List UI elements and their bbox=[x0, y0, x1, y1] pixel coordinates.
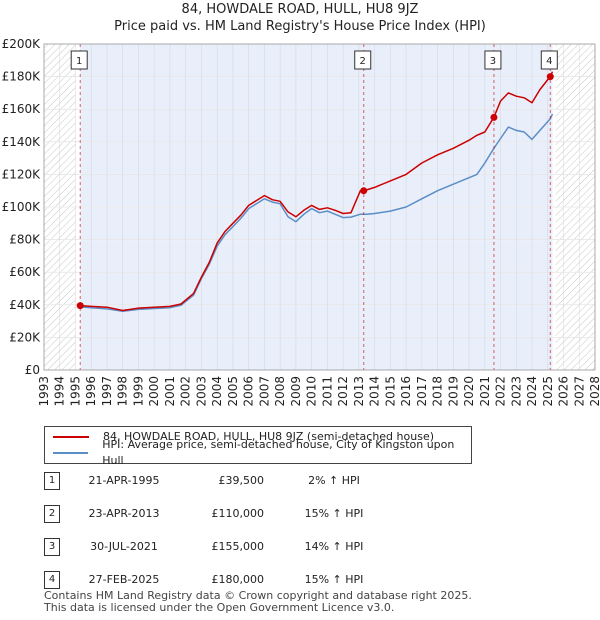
x-tick-label: 2027 bbox=[572, 376, 586, 407]
x-tick-label: 2005 bbox=[226, 376, 240, 407]
sale-marker-label: 1 bbox=[76, 56, 82, 67]
x-tick-label: 1998 bbox=[116, 376, 130, 407]
sale-price: £180,000 bbox=[211, 573, 265, 586]
x-tick-label: 1995 bbox=[68, 376, 82, 407]
x-tick-label: 1997 bbox=[100, 376, 114, 407]
sale-marker-box bbox=[540, 50, 558, 70]
sale-date: 30-JUL-2021 bbox=[90, 540, 158, 553]
y-tick-label: £180K bbox=[2, 70, 42, 84]
footer-licence: This data is licensed under the Open Gov… bbox=[44, 601, 395, 614]
x-tick-label: 2015 bbox=[383, 376, 397, 407]
y-tick-label: £0 bbox=[25, 363, 40, 377]
y-tick-label: £200K bbox=[2, 37, 42, 51]
x-tick-label: 2020 bbox=[462, 376, 476, 407]
sale-date: 21-APR-1995 bbox=[88, 474, 160, 487]
x-tick-label: 2006 bbox=[242, 376, 256, 407]
x-tick-label: 1999 bbox=[131, 376, 145, 407]
x-tick-label: 2002 bbox=[179, 376, 193, 407]
legend: 84, HOWDALE ROAD, HULL, HU8 9JZ (semi-de… bbox=[44, 426, 472, 467]
x-tick-label: 2014 bbox=[368, 376, 382, 407]
legend-property-label: 84, HOWDALE ROAD, HULL, HU8 9JZ (semi-de… bbox=[103, 430, 434, 443]
sale-marker-box bbox=[354, 50, 372, 70]
x-tick-label: 2007 bbox=[257, 376, 271, 407]
sale-hpi-diff: 15% ↑ HPI bbox=[304, 573, 364, 586]
hpi-line-swatch bbox=[53, 452, 89, 454]
sale-marker-box bbox=[70, 50, 88, 70]
legend-item-hpi: HPI: Average price, semi-detached house,… bbox=[53, 438, 471, 467]
x-tick-label: 2008 bbox=[273, 376, 287, 407]
sale-point bbox=[546, 73, 554, 81]
plot-border bbox=[43, 43, 596, 371]
x-tick-label: 2012 bbox=[336, 376, 350, 407]
sale-marker: 2 bbox=[44, 505, 60, 523]
sale-row: 2 23-APR-2013 £110,000 15% ↑ HPI bbox=[44, 505, 444, 523]
sale-marker-label: 3 bbox=[490, 56, 496, 67]
x-tick-label: 2011 bbox=[320, 376, 334, 407]
chart-title: 84, HOWDALE ROAD, HULL, HU8 9JZ bbox=[181, 2, 419, 17]
x-tick-label: 2028 bbox=[588, 376, 600, 407]
x-tick-label: 2023 bbox=[509, 376, 523, 407]
sale-point bbox=[76, 302, 84, 310]
price-chart: £0 £20K £40K £60K £80K £100K £120K £140K £160K £1… bbox=[2, 37, 600, 407]
y-tick-label: £160K bbox=[2, 102, 42, 116]
x-tick-label: 2018 bbox=[431, 376, 445, 407]
x-tick-label: 2010 bbox=[305, 376, 319, 407]
sale-marker-box bbox=[484, 50, 502, 70]
x-tick-label: 2026 bbox=[557, 376, 571, 407]
sale-price: £110,000 bbox=[211, 507, 265, 520]
sale-row: 3 30-JUL-2021 £155,000 14% ↑ HPI bbox=[44, 538, 444, 556]
sale-marker: 1 bbox=[44, 472, 60, 490]
y-tick-label: £120K bbox=[2, 167, 42, 181]
sale-row: 1 21-APR-1995 £39,500 2% ↑ HPI bbox=[44, 472, 444, 490]
x-tick-label: 1996 bbox=[84, 376, 98, 407]
chart-subtitle: Price paid vs. HM Land Registry's House … bbox=[114, 19, 486, 34]
legend-hpi-label: HPI: Average price, semi-detached house,… bbox=[102, 438, 455, 467]
sale-point bbox=[360, 187, 368, 195]
x-tick-label: 1994 bbox=[53, 376, 67, 407]
x-tick-label: 2003 bbox=[194, 376, 208, 407]
x-tick-label: 1993 bbox=[37, 376, 51, 407]
x-tick-label: 2025 bbox=[541, 376, 555, 407]
y-tick-label: £40K bbox=[9, 298, 41, 312]
y-tick-label: £20K bbox=[9, 330, 41, 344]
sale-hpi-diff: 15% ↑ HPI bbox=[304, 507, 364, 520]
y-tick-label: £60K bbox=[9, 265, 41, 279]
x-tick-label: 2013 bbox=[352, 376, 366, 407]
sale-marker-label: 4 bbox=[546, 56, 552, 67]
x-tick-label: 2021 bbox=[478, 376, 492, 407]
sale-hpi-diff: 14% ↑ HPI bbox=[304, 540, 364, 553]
sale-price: £155,000 bbox=[211, 540, 265, 553]
sale-point bbox=[490, 113, 498, 121]
y-tick-label: £140K bbox=[2, 135, 42, 149]
x-tick-label: 2001 bbox=[163, 376, 177, 407]
x-tick-label: 2000 bbox=[147, 376, 161, 407]
sale-date: 23-APR-2013 bbox=[88, 507, 160, 520]
x-tick-label: 2019 bbox=[446, 376, 460, 407]
property-line-swatch bbox=[53, 436, 89, 438]
footer-attribution: Contains HM Land Registry data © Crown c… bbox=[44, 590, 472, 614]
sale-hpi-diff: 2% ↑ HPI bbox=[308, 474, 360, 487]
sale-marker-label: 2 bbox=[360, 56, 366, 67]
sale-marker: 3 bbox=[44, 538, 60, 556]
y-tick-label: £100K bbox=[2, 200, 42, 214]
sale-marker: 4 bbox=[44, 571, 60, 589]
sale-row: 4 27-FEB-2025 £180,000 15% ↑ HPI bbox=[44, 571, 444, 589]
x-tick-label: 2017 bbox=[415, 376, 429, 407]
x-tick-label: 2004 bbox=[210, 376, 224, 407]
footer-copyright: Contains HM Land Registry data © Crown c… bbox=[44, 589, 472, 602]
legend-item-property: 84, HOWDALE ROAD, HULL, HU8 9JZ (semi-de… bbox=[53, 429, 434, 445]
y-tick-label: £80K bbox=[9, 233, 41, 247]
x-tick-label: 2022 bbox=[494, 376, 508, 407]
sale-date: 27-FEB-2025 bbox=[88, 573, 160, 586]
x-tick-label: 2009 bbox=[289, 376, 303, 407]
x-tick-label: 2016 bbox=[399, 376, 413, 407]
sale-price: £39,500 bbox=[218, 474, 265, 487]
x-tick-label: 2024 bbox=[525, 376, 539, 407]
